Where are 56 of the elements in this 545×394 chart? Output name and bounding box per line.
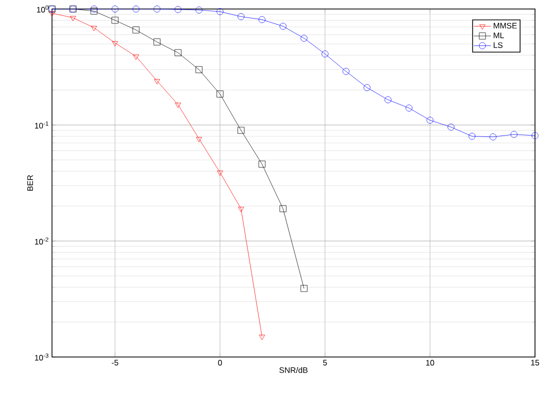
point — [196, 137, 202, 142]
point — [91, 26, 97, 32]
point — [448, 124, 454, 130]
x-tick-label: 0 — [218, 360, 222, 366]
point — [258, 160, 266, 168]
point — [364, 84, 370, 92]
point — [300, 285, 308, 292]
point — [175, 102, 181, 108]
point — [406, 104, 412, 112]
point — [216, 8, 224, 15]
point — [426, 116, 434, 124]
y-axis-title: BER — [27, 175, 33, 191]
legend-label: MMSE — [494, 22, 517, 29]
point — [322, 50, 328, 58]
x-tick-label: 5 — [323, 360, 327, 366]
point — [280, 205, 286, 212]
point — [154, 79, 160, 84]
point — [112, 16, 118, 24]
point — [238, 206, 244, 212]
point — [154, 38, 160, 46]
x-tick-label: 15 — [531, 360, 540, 366]
point — [238, 13, 244, 20]
point — [196, 66, 202, 74]
point — [238, 126, 244, 134]
point — [384, 96, 392, 104]
point — [216, 90, 224, 98]
x-axis-title: SNR/dB — [279, 367, 308, 373]
point — [258, 16, 266, 24]
point — [300, 34, 308, 42]
y-tick-label: 10$^{-2}$ — [35, 237, 48, 245]
point — [259, 334, 265, 340]
point — [468, 132, 476, 140]
x-tick-label: -5 — [112, 360, 118, 366]
point — [112, 41, 118, 46]
point — [112, 6, 118, 12]
point — [132, 26, 140, 34]
point — [510, 130, 518, 138]
point — [133, 54, 139, 60]
point — [154, 6, 160, 12]
point — [70, 16, 76, 22]
point — [132, 6, 140, 12]
point — [490, 133, 496, 140]
legend-label: LS — [494, 42, 503, 48]
legend-label: ML — [494, 32, 504, 38]
point — [532, 132, 538, 140]
point — [280, 22, 286, 30]
x-tick-label: 10 — [426, 360, 434, 366]
y-tick-label: 10$^{-1}$ — [35, 121, 48, 129]
point — [49, 11, 55, 17]
point — [174, 49, 182, 56]
point — [174, 6, 182, 13]
point — [217, 170, 223, 176]
point — [342, 68, 350, 75]
point — [196, 6, 202, 14]
y-tick-label: 10$^{0}$ — [37, 5, 48, 13]
y-tick-label: 10$^{-3}$ — [35, 353, 48, 361]
